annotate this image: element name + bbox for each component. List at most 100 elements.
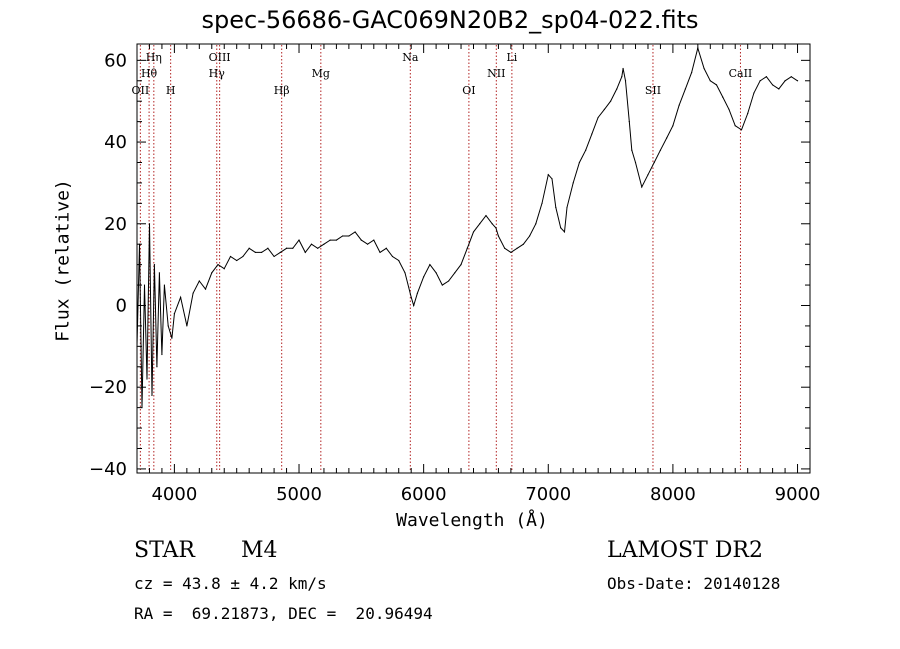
spectrum-point (143, 284, 146, 286)
spectrum-point (628, 121, 630, 123)
spectrum-point (666, 137, 668, 139)
spectrum-point (385, 247, 387, 249)
spectrum-point (555, 206, 557, 209)
x-tick-label: 6000 (401, 484, 447, 505)
spectrum-point (495, 227, 497, 229)
spectrum-point (404, 272, 406, 274)
spectrum-point (248, 247, 250, 249)
spectrum-point (684, 88, 686, 90)
spectrum-point (578, 161, 581, 164)
spectrum-point (772, 84, 774, 86)
spectrum-point (778, 88, 780, 90)
spectrum-point (223, 268, 225, 270)
spectrum-point (413, 304, 415, 307)
y-axis-label: Flux (relative) (52, 179, 74, 342)
spectrum-point (186, 325, 188, 327)
spectrum-point (435, 272, 437, 274)
spectrum-point (198, 280, 200, 282)
y-tick-label: −20 (89, 377, 127, 398)
spectrum-point (217, 264, 219, 266)
spectral-line-label: H (166, 84, 176, 97)
spectrum-point (310, 243, 313, 245)
plot-frame (136, 43, 811, 474)
spectrum-point (156, 366, 158, 368)
spectrum-point (192, 292, 194, 294)
spectrum-point (616, 88, 618, 90)
spectrum-point (734, 125, 736, 127)
spectral-line-label: Hγ (209, 67, 226, 80)
spectrum-point (697, 47, 699, 49)
x-tick-label: 7000 (525, 484, 571, 505)
spectral-line-label: Hθ (141, 67, 158, 80)
spectrum-point (354, 231, 356, 233)
spectrum-point (410, 296, 412, 298)
spectrum-point (373, 239, 375, 241)
spectrum-point (379, 251, 381, 253)
spectrum-point (348, 235, 350, 237)
spectrum-point (703, 67, 705, 70)
object-subclass: M4 (241, 538, 278, 563)
spectrum-point (366, 243, 369, 245)
spectrum-point (329, 239, 331, 241)
spectrum-point (479, 223, 481, 225)
y-tick-label: 40 (104, 132, 127, 153)
spectrum-point (317, 247, 319, 249)
spectral-line-label: OII (132, 84, 150, 97)
spectrum-point (653, 161, 655, 164)
survey-name: LAMOST DR2 (607, 538, 763, 563)
spectrum-point (631, 149, 633, 151)
spectrum-point (647, 174, 649, 176)
spectrum-point (790, 76, 792, 78)
spectrum-point (541, 202, 543, 204)
spectrum-series-line (136, 46, 798, 408)
spectrum-point (472, 231, 475, 233)
spectrum-point (528, 235, 531, 237)
spectrum-point (691, 72, 693, 74)
y-tick-label: 60 (104, 50, 127, 71)
spectrum-point (591, 133, 593, 135)
spectrum-point (342, 235, 344, 237)
spectrum-point (796, 80, 799, 82)
spectrum-point (510, 251, 512, 253)
spectrum-point (485, 215, 487, 217)
spectrum-point (491, 223, 493, 225)
spectral-line-label: NII (487, 67, 505, 80)
spectrum-point (715, 84, 718, 86)
spectrum-point (323, 243, 325, 245)
spectrum-point (547, 174, 549, 176)
observation-date: Obs-Date: 20140128 (607, 574, 781, 593)
y-tick-label: 0 (116, 295, 127, 316)
spectrum-point (242, 255, 244, 258)
spectrum-point (360, 239, 362, 241)
spectrum-point (641, 186, 643, 188)
spectrum-point (204, 288, 207, 290)
spectrum-point (273, 255, 275, 258)
spectrum-point (522, 243, 524, 245)
spectrum-point (236, 259, 238, 262)
spectral-line-label: CaII (729, 67, 753, 80)
spectrum-point (609, 100, 612, 102)
spectrum-point (634, 161, 637, 164)
spectrum-point (740, 129, 743, 131)
spectrum-point (765, 76, 767, 78)
spectrum-point (151, 394, 153, 396)
spectrum-point (516, 247, 518, 249)
spectrum-point (398, 259, 400, 262)
y-tick-label: 20 (104, 214, 127, 235)
x-tick-label: 9000 (775, 484, 821, 505)
spectral-line-label: OIII (209, 51, 231, 64)
spectrum-point (391, 255, 394, 258)
spectrum-point (504, 247, 506, 249)
spectral-line-label: Li (506, 51, 517, 64)
spectrum-point (163, 284, 166, 286)
spectral-line-label: Na (402, 51, 419, 64)
spectrum-point (585, 149, 587, 151)
spectrum-point (672, 125, 674, 127)
spectral-line-label: Mg (312, 67, 330, 80)
spectrum-point (180, 296, 182, 298)
spectrum-point (460, 264, 462, 266)
spectrum-point (563, 231, 566, 233)
spectrum-point (678, 104, 680, 106)
spectrum-point (292, 247, 294, 249)
